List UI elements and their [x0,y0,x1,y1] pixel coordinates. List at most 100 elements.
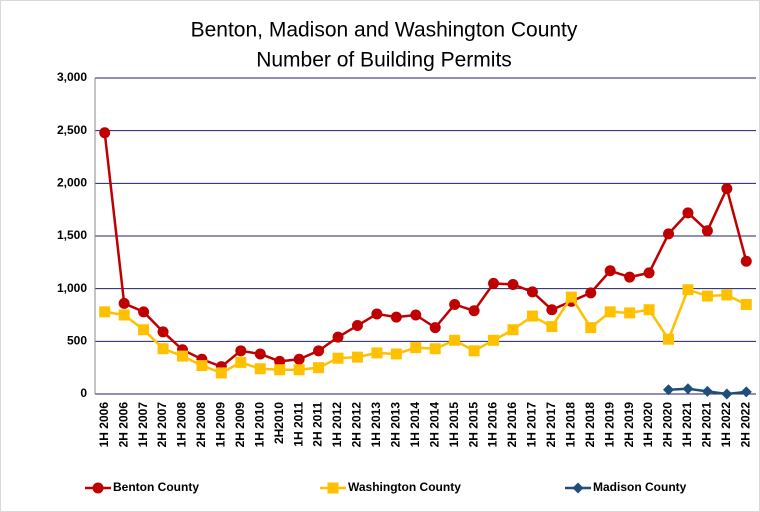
marker [701,225,713,237]
marker [604,265,616,277]
marker [468,305,480,317]
marker [138,324,150,336]
marker [546,304,558,316]
series-line [104,288,747,375]
x-tick-label: 2H 2013 [389,402,403,448]
legend-label: Benton County [113,480,199,494]
marker [663,384,675,396]
marker [274,364,286,376]
marker [449,334,461,346]
marker [624,307,636,319]
marker [196,360,208,372]
x-tick-label: 1H 2017 [525,402,539,448]
x-tick-label: 1H 2022 [719,402,733,448]
marker [254,363,266,375]
marker [215,367,227,379]
x-tick-label: 1H 2012 [330,402,344,448]
marker [663,333,675,345]
marker [572,482,584,494]
marker [138,306,150,318]
marker [313,362,325,374]
x-tick-label: 2H 2022 [738,402,752,448]
marker [682,383,694,395]
marker [274,355,286,367]
x-tick-label: 1H 2015 [447,402,461,448]
chart-title: Benton, Madison and Washington County [191,19,578,42]
marker [429,322,441,334]
marker [327,482,339,494]
marker [585,287,597,299]
x-tick-label: 2H2010 [272,402,286,444]
marker [351,320,363,332]
marker [701,290,713,302]
x-tick-label: 2H 2014 [427,402,441,448]
marker [371,308,383,320]
x-tick-label: 2H 2011 [311,402,325,447]
marker [390,311,402,323]
x-tick-label: 1H 2009 [214,402,228,448]
marker [449,298,461,310]
x-tick-label: 2H 2008 [194,402,208,448]
x-tick-label: 2H 2009 [233,402,247,448]
x-tick-label: 1H 2006 [97,402,111,448]
x-tick-label: 2H 2016 [505,402,519,448]
marker [235,356,247,368]
marker [176,350,188,362]
marker [410,309,422,321]
x-tick-label: 1H 2020 [641,402,655,448]
marker [643,267,655,279]
x-tick-label: 1H 2010 [252,402,266,448]
x-tick-label: 1H 2021 [680,402,694,448]
x-tick-label: 1H 2007 [136,402,150,448]
x-tick-label: 2H 2015 [466,402,480,448]
marker [663,228,675,240]
legend-label: Washington County [348,480,461,494]
x-tick-label: 1H 2016 [486,402,500,448]
y-tick-label: 2,000 [57,176,87,190]
marker [118,309,130,321]
chart-title: Number of Building Permits [256,49,512,72]
marker [701,385,713,397]
marker [488,334,500,346]
x-tick-label: 2H 2017 [544,402,558,448]
marker [546,321,558,333]
marker [507,278,519,290]
marker [313,345,325,357]
x-tick-label: 2H 2019 [622,402,636,448]
marker [585,322,597,334]
marker [740,255,752,267]
marker [293,353,305,365]
x-tick-label: 1H 2019 [602,402,616,448]
marker [371,347,383,359]
x-tick-label: 1H 2008 [175,402,189,448]
marker [526,286,538,298]
marker [429,343,441,355]
x-tick-label: 2H 2018 [583,402,597,448]
y-tick-label: 3,000 [57,70,87,84]
x-tick-label: 2H 2020 [661,402,675,448]
x-tick-label: 1H 2013 [369,402,383,448]
marker [99,306,111,318]
marker [92,482,104,494]
x-tick-label: 2H 2007 [155,402,169,448]
marker [721,388,733,400]
y-tick-label: 1,500 [57,228,87,242]
x-tick-label: 2H 2021 [700,402,714,448]
marker [682,284,694,296]
x-tick-label: 2H 2006 [116,402,130,448]
marker [721,183,733,195]
y-tick-label: 2,500 [57,123,87,137]
marker [351,351,363,363]
marker [390,348,402,360]
marker [410,342,422,354]
marker [682,207,694,219]
legend-label: Madison County [593,480,687,494]
marker [721,289,733,301]
marker [235,345,247,357]
marker [332,352,344,364]
marker [604,306,616,318]
x-tick-label: 2H 2012 [350,402,364,448]
marker [99,127,111,139]
